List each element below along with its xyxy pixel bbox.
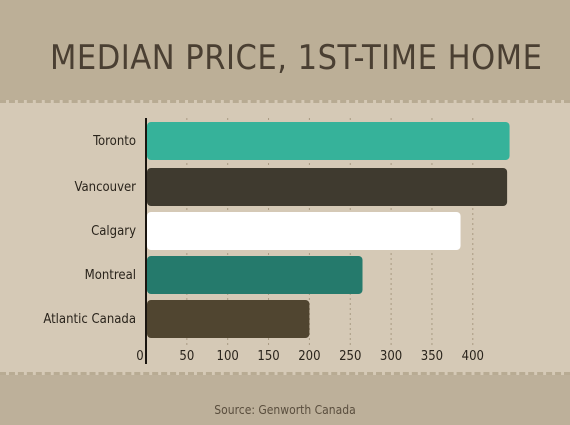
source-note: Source: Genworth Canada xyxy=(214,403,356,417)
x-tick-350: 350 xyxy=(421,349,443,364)
bar-calgary xyxy=(147,212,461,250)
category-label-vancouver: Vancouver xyxy=(75,180,137,195)
bar-montreal xyxy=(147,256,363,294)
x-tick-250: 250 xyxy=(339,349,361,364)
category-labels: Toronto Vancouver Calgary Montreal Atlantic … xyxy=(43,134,136,327)
x-tick-labels: 0 50 100 150 200 250 300 350 400 xyxy=(136,349,484,364)
chart-title: MEDIAN PRICE, 1ST-TIME HOME xyxy=(50,38,543,78)
category-label-atlantic-canada: Atlantic Canada xyxy=(43,312,136,327)
bar-toronto xyxy=(147,122,510,160)
bar-vancouver xyxy=(147,168,508,206)
header-band xyxy=(0,0,570,100)
x-tick-400: 400 xyxy=(462,349,484,364)
x-tick-200: 200 xyxy=(298,349,320,364)
x-tick-150: 150 xyxy=(257,349,279,364)
footer-band xyxy=(0,375,570,425)
x-tick-100: 100 xyxy=(217,349,239,364)
bar-atlantic-canada xyxy=(147,300,310,338)
category-label-toronto: Toronto xyxy=(92,134,136,149)
category-label-calgary: Calgary xyxy=(91,224,136,239)
x-tick-300: 300 xyxy=(380,349,402,364)
bars xyxy=(147,122,510,338)
x-tick-50: 50 xyxy=(179,349,194,364)
category-label-montreal: Montreal xyxy=(85,268,136,283)
x-tick-0: 0 xyxy=(136,349,143,364)
